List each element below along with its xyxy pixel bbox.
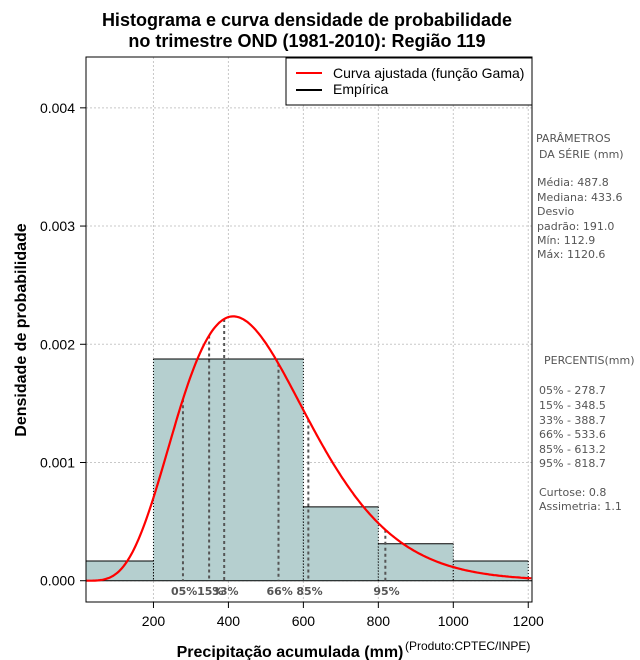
param-line: Mín: 112.9 bbox=[537, 234, 595, 247]
percentile-label: 66% bbox=[266, 585, 292, 598]
param-line: Máx: 1120.6 bbox=[537, 248, 605, 261]
x-tick-label: 600 bbox=[292, 613, 316, 629]
chart-title-line-2: no trimestre OND (1981-2010): Região 119 bbox=[128, 31, 485, 51]
skewness-line: Assimetria: 1.1 bbox=[539, 500, 622, 513]
y-axis-title: Densidade de probabilidade bbox=[13, 223, 30, 436]
histogram-bar bbox=[303, 506, 379, 581]
percentile-label: 33% bbox=[212, 585, 238, 598]
plot-frame bbox=[85, 56, 533, 603]
legend-box bbox=[285, 57, 533, 106]
param-line: Mediana: 433.6 bbox=[537, 191, 622, 204]
percentile-label: 95% bbox=[373, 585, 399, 598]
kurtosis-line: Curtose: 0.8 bbox=[539, 486, 606, 499]
param-line: Média: 487.8 bbox=[537, 176, 609, 189]
percentile-lines: 05% 15%33% 66% 85% 95% bbox=[171, 318, 400, 598]
x-tick-label: 400 bbox=[217, 613, 241, 629]
percentile-line: 85% - 613.2 bbox=[539, 443, 606, 456]
x-axis-title: Precipitação acumulada (mm) bbox=[177, 644, 404, 660]
y-tick-label: 0.001 bbox=[40, 454, 75, 470]
parameters-panel: PARÂMETROS DA SÉRIE (mm) Média: 487.8 Me… bbox=[536, 132, 624, 261]
y-tick-label: 0.003 bbox=[40, 218, 75, 234]
percentile-line: 95% - 818.7 bbox=[539, 457, 606, 470]
chart-title-line-1: Histograma e curva densidade de probabil… bbox=[102, 10, 512, 30]
x-tick-label: 1200 bbox=[513, 613, 544, 629]
percentile-label: 15% bbox=[197, 585, 223, 598]
legend: Curva ajustada (função Gama) Empírica bbox=[285, 57, 533, 106]
param-line: padrão: 191.0 bbox=[537, 220, 614, 233]
legend-label-gamma: Curva ajustada (função Gama) bbox=[333, 65, 524, 81]
y-tick-label: 0.002 bbox=[40, 336, 75, 352]
percentile-line: 66% - 533.6 bbox=[539, 428, 606, 441]
gamma-curve bbox=[86, 315, 532, 582]
axes: 200 400 600 800 1000 1200 0.000 0.001 0.002 0.003… bbox=[40, 100, 544, 629]
percentile-line: 33% - 388.7 bbox=[539, 414, 606, 427]
histogram-bars bbox=[85, 358, 532, 582]
histogram-bar bbox=[153, 359, 304, 581]
percentile-label: 85% bbox=[296, 585, 322, 598]
x-tick-label: 200 bbox=[142, 613, 166, 629]
histogram-bar bbox=[378, 543, 454, 581]
params-title-1: PARÂMETROS bbox=[536, 132, 611, 145]
y-tick-label: 0.000 bbox=[40, 573, 75, 589]
percentile-line: 15% - 348.5 bbox=[539, 399, 606, 412]
y-tick-label: 0.004 bbox=[40, 100, 75, 116]
param-line: Desvio bbox=[537, 205, 575, 218]
percentiles-panel: PERCENTIS(mm) 05% - 278.7 15% - 348.5 33… bbox=[539, 354, 635, 513]
credit-text: (Produto:CPTEC/INPE) bbox=[405, 639, 530, 653]
params-title-2: DA SÉRIE (mm) bbox=[539, 148, 624, 161]
x-tick-label: 1000 bbox=[438, 613, 469, 629]
grid bbox=[86, 57, 532, 602]
percentile-line: 05% - 278.7 bbox=[539, 384, 606, 397]
x-tick-label: 800 bbox=[367, 613, 391, 629]
gamma-curve-layer bbox=[86, 315, 532, 582]
percentile-label: 05% bbox=[171, 585, 197, 598]
legend-label-empirica: Empírica bbox=[333, 81, 388, 97]
percentiles-title: PERCENTIS(mm) bbox=[544, 354, 635, 367]
